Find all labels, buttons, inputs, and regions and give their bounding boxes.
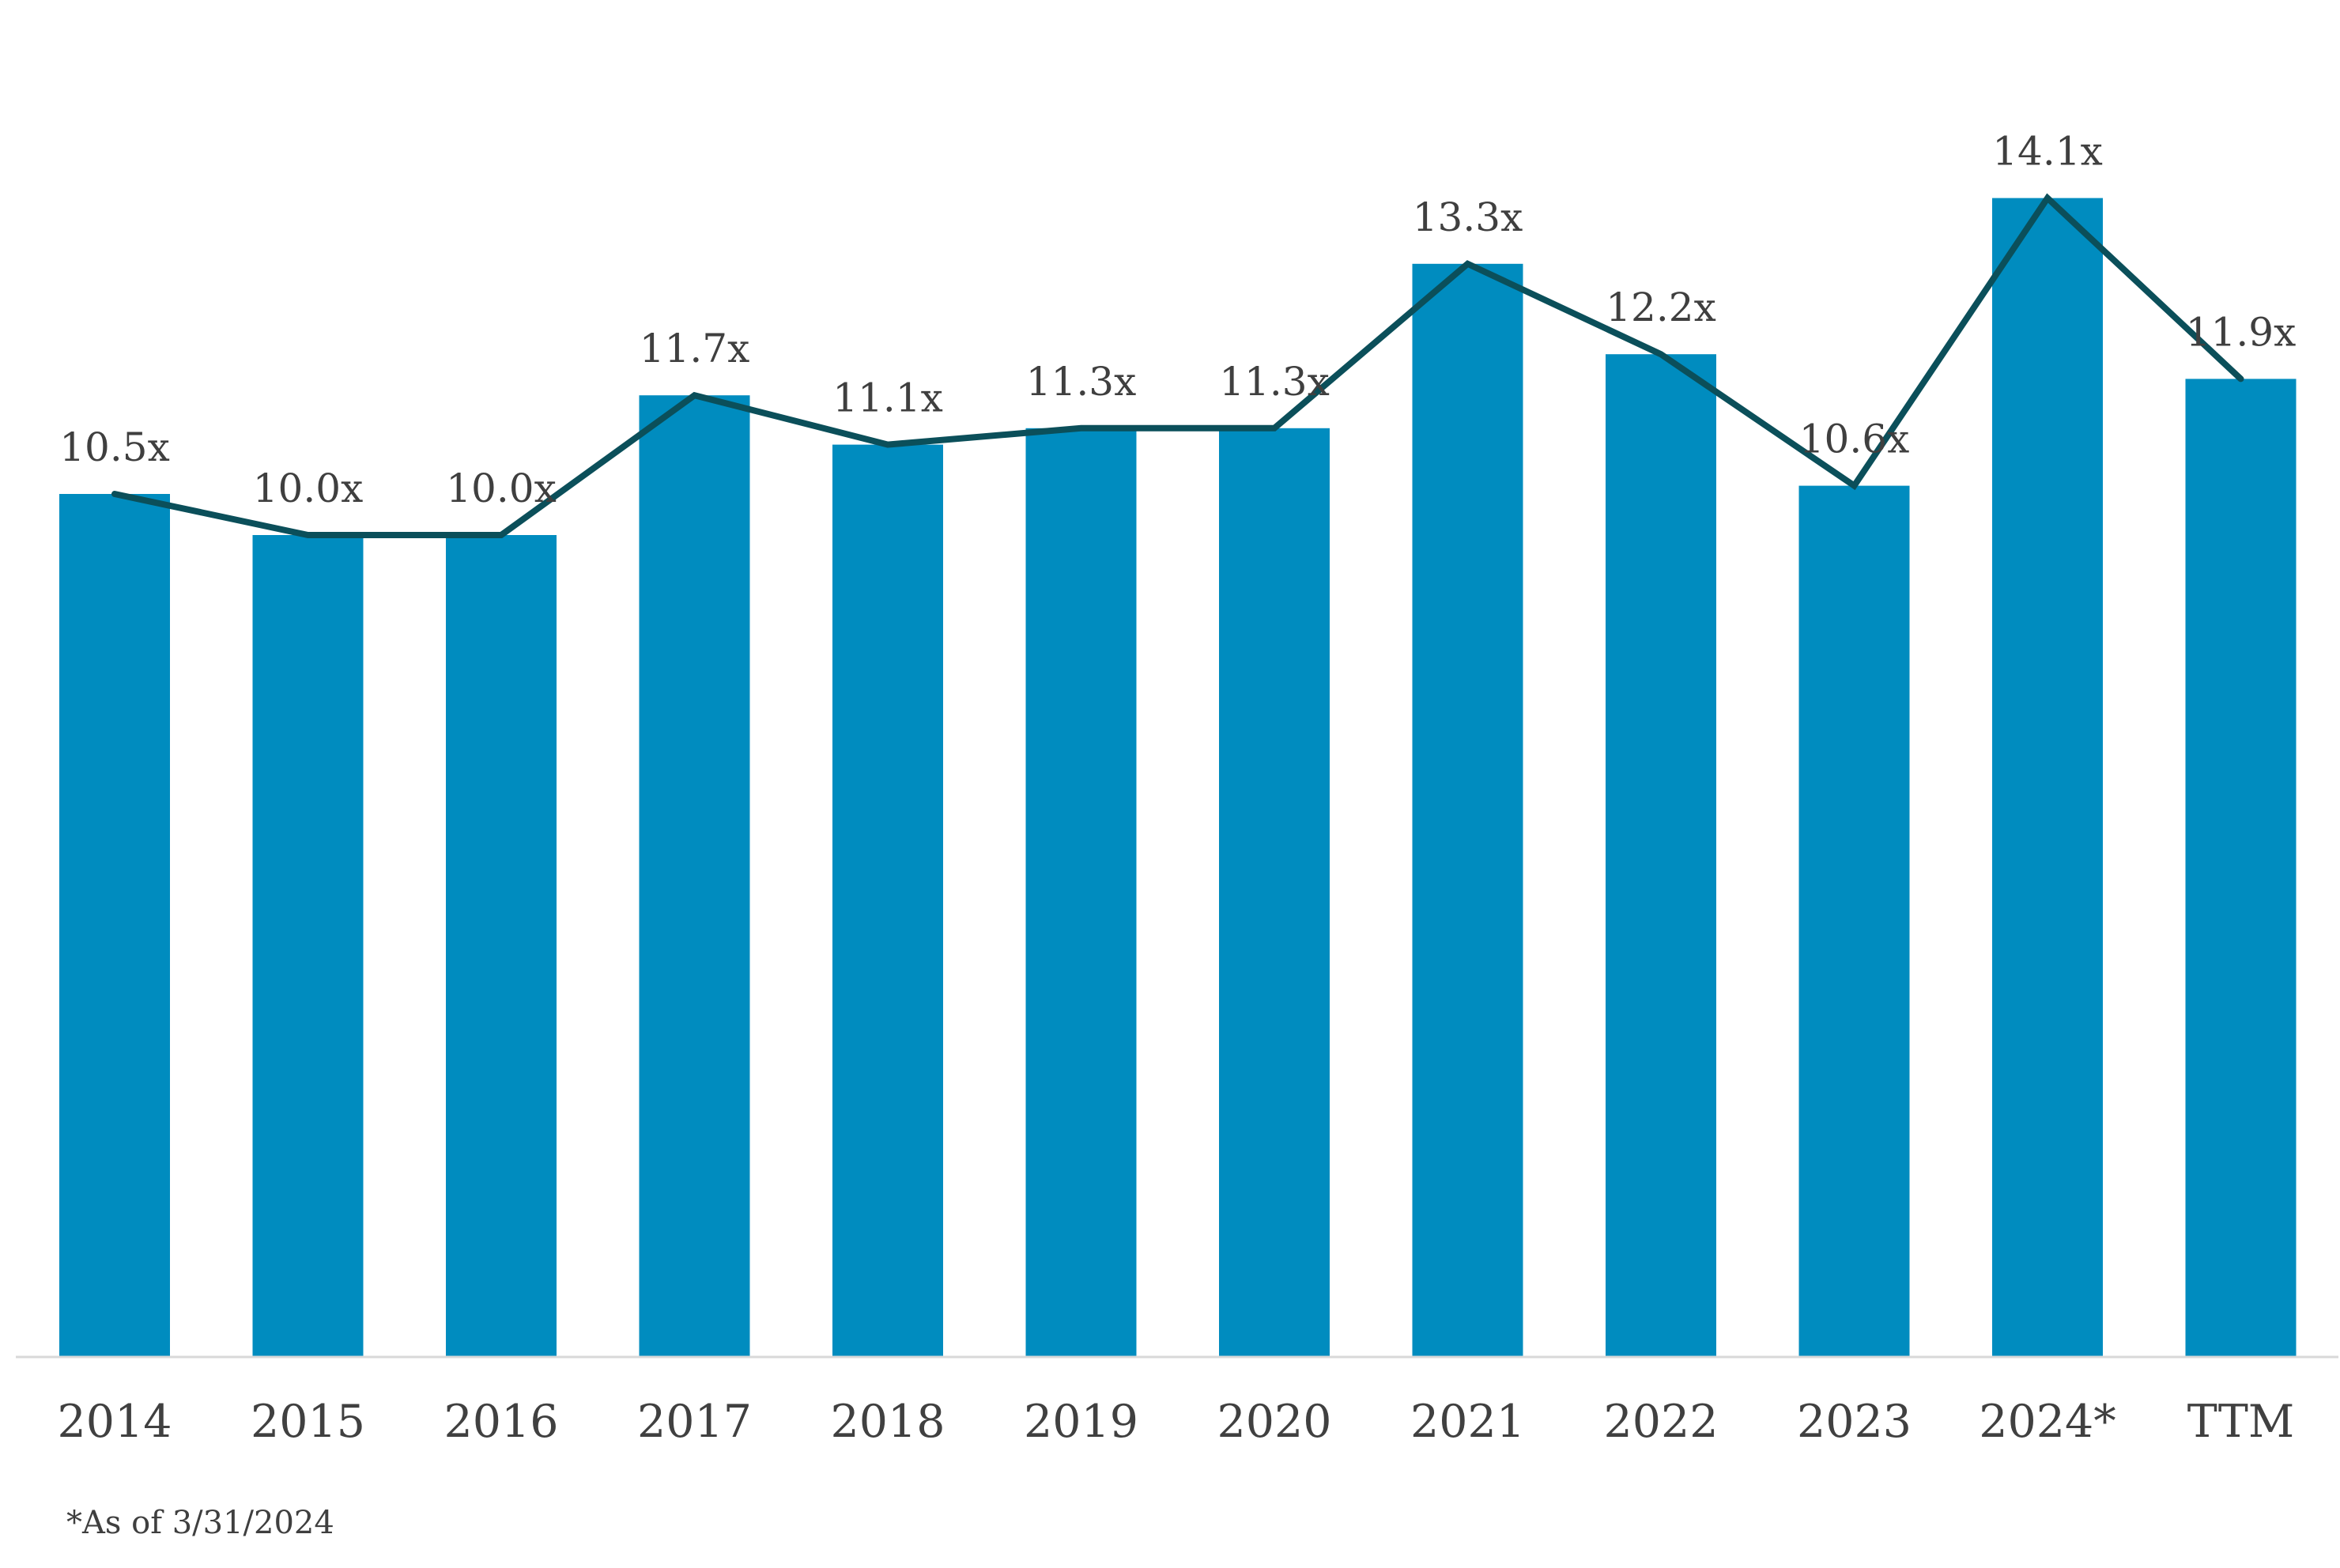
bar-2015: [252, 535, 364, 1357]
bar-2020: [1219, 428, 1330, 1357]
data-label-2014: 10.5x: [59, 424, 170, 470]
data-label-2023: 10.6x: [1799, 416, 1910, 462]
footnote: *As of 3/31/2024: [66, 1505, 334, 1541]
x-tick-label-2022: 2022: [1603, 1396, 1718, 1448]
bar-2018: [832, 444, 943, 1357]
x-tick-label-2017: 2017: [637, 1396, 752, 1448]
data-label-2020: 11.3x: [1219, 359, 1330, 405]
x-tick-label-2021: 2021: [1410, 1396, 1525, 1448]
bar-2016: [446, 535, 557, 1357]
x-tick-label-2024: 2024*: [1979, 1396, 2116, 1448]
x-tick-label-2015: 2015: [251, 1396, 365, 1448]
data-label-2017: 11.7x: [640, 326, 750, 371]
bar-2014: [59, 494, 170, 1357]
x-tick-label-TTM: TTM: [2187, 1396, 2294, 1448]
bar-TTM: [2185, 379, 2297, 1357]
data-label-2015: 10.0x: [253, 466, 364, 511]
trend-line: [111, 193, 2244, 538]
x-tick-label-2023: 2023: [1797, 1396, 1912, 1448]
bar-2023: [1798, 485, 1910, 1357]
data-label-2021: 13.3x: [1413, 194, 1523, 240]
data-labels: 10.5x 10.0x 10.0x 11.7x 11.1x 11.3x 11.3x 13.3x…: [59, 129, 2296, 511]
data-label-TTM: 11.9x: [2186, 309, 2297, 355]
data-label-2022: 12.2x: [1606, 285, 1716, 330]
x-axis-tick-labels: 2014 2015 2016 2017 2018 2019 2020 2021 2022 2023…: [57, 1396, 2294, 1448]
bar-2024: [1992, 198, 2103, 1358]
bar-2021: [1412, 263, 1523, 1357]
data-label-2016: 10.0x: [446, 466, 557, 511]
x-tick-label-2019: 2019: [1024, 1396, 1138, 1448]
bar-2022: [1606, 354, 1716, 1358]
x-tick-label-2018: 2018: [830, 1396, 945, 1448]
data-label-2019: 11.3x: [1026, 359, 1137, 405]
data-label-2024: 14.1x: [1992, 129, 2103, 175]
x-tick-label-2016: 2016: [443, 1396, 558, 1448]
bar-2019: [1025, 428, 1137, 1357]
bars: [59, 198, 2297, 1358]
x-tick-label-2020: 2020: [1217, 1396, 1331, 1448]
x-tick-label-2014: 2014: [57, 1396, 172, 1448]
data-label-2018: 11.1x: [832, 375, 943, 421]
bar-2017: [639, 395, 750, 1358]
